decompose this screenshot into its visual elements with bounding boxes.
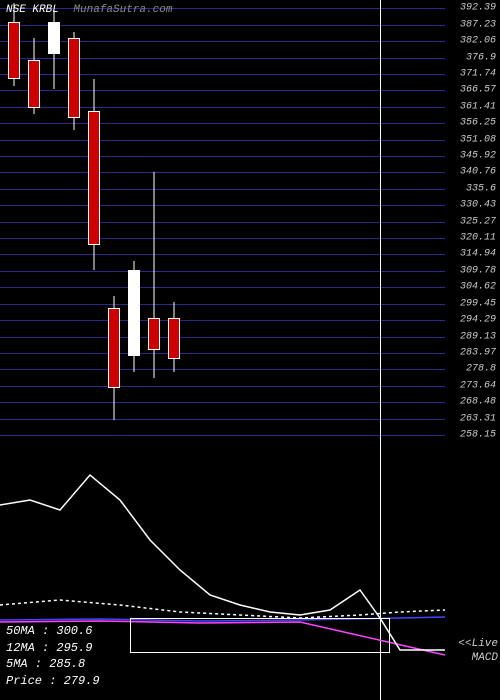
price-axis-label: 258.15 bbox=[458, 429, 498, 440]
indicator-panel bbox=[0, 0, 500, 700]
price-axis-label: 366.57 bbox=[458, 85, 498, 96]
info-panel: 50MA : 300.6 12MA : 295.9 5MA : 285.8 Pr… bbox=[6, 623, 100, 690]
ma12-value: 12MA : 295.9 bbox=[6, 640, 100, 657]
price-axis-label: 340.76 bbox=[458, 167, 498, 178]
price-axis-label: 278.8 bbox=[464, 364, 498, 375]
price-axis-label: 371.74 bbox=[458, 68, 498, 79]
price-axis-label: 273.64 bbox=[458, 380, 498, 391]
price-axis-label: 376.9 bbox=[464, 52, 498, 63]
price-value: Price : 279.9 bbox=[6, 673, 100, 690]
price-axis-label: 299.45 bbox=[458, 298, 498, 309]
price-axis-label: 283.97 bbox=[458, 347, 498, 358]
chart-header: NSE KRBL MunafaSutra.com bbox=[6, 4, 172, 16]
chart-container: NSE KRBL MunafaSutra.com 392.39 387.23 382… bbox=[0, 0, 500, 700]
price-axis-label: 325.27 bbox=[458, 216, 498, 227]
ma50-value: 50MA : 300.6 bbox=[6, 623, 100, 640]
price-axis-label: 361.41 bbox=[458, 101, 498, 112]
price-axis-label: 330.43 bbox=[458, 200, 498, 211]
ticker-label: NSE KRBL bbox=[6, 4, 59, 16]
price-axis-label: 304.62 bbox=[458, 282, 498, 293]
price-axis-label: 263.31 bbox=[458, 413, 498, 424]
price-axis-label: 289.13 bbox=[458, 331, 498, 342]
price-axis-label: 314.94 bbox=[458, 249, 498, 260]
price-axis-label: 268.48 bbox=[458, 397, 498, 408]
indicator-box bbox=[130, 618, 390, 653]
price-axis-label: 345.92 bbox=[458, 151, 498, 162]
macd-label: MACD bbox=[472, 652, 498, 664]
price-axis-label: 392.39 bbox=[458, 3, 498, 14]
price-axis-label: 335.6 bbox=[464, 183, 498, 194]
price-axis-label: 382.06 bbox=[458, 36, 498, 47]
price-axis-label: 320.11 bbox=[458, 233, 498, 244]
site-label: MunafaSutra.com bbox=[73, 4, 172, 16]
live-label: <<Live bbox=[458, 638, 498, 650]
price-axis-label: 351.08 bbox=[458, 134, 498, 145]
price-axis-label: 309.78 bbox=[458, 265, 498, 276]
ma5-value: 5MA : 285.8 bbox=[6, 656, 100, 673]
price-axis-label: 387.23 bbox=[458, 19, 498, 30]
price-axis-label: 356.25 bbox=[458, 118, 498, 129]
price-axis-label: 294.29 bbox=[458, 315, 498, 326]
